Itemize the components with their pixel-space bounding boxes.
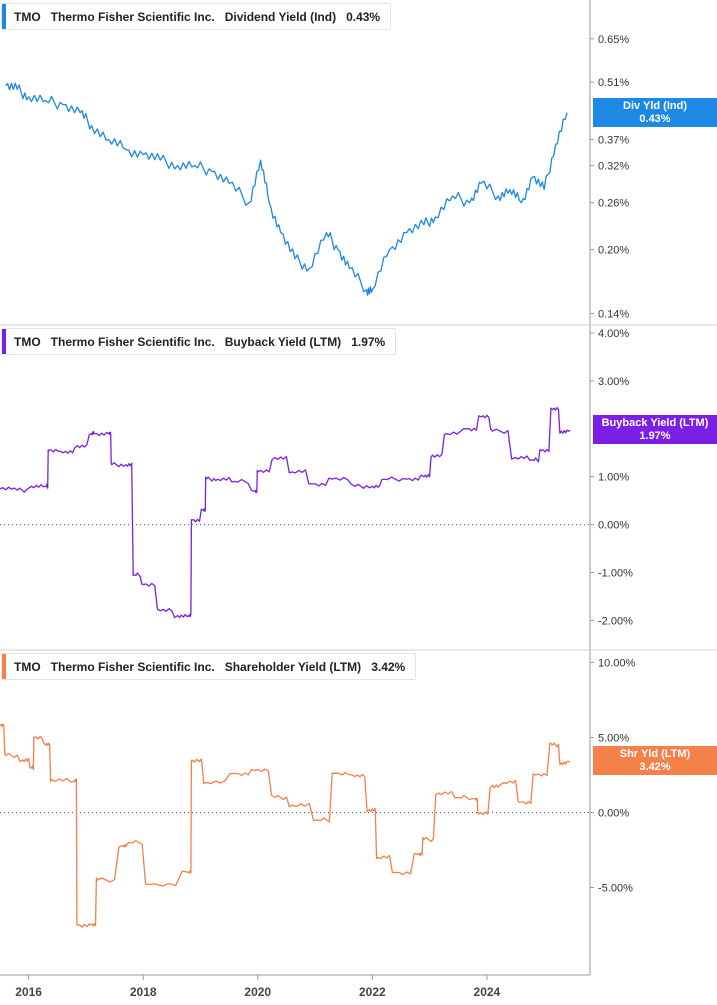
tag-value: 1.97% — [639, 430, 671, 443]
y-tick-label: 5.00% — [598, 733, 629, 745]
y-tick-label: -5.00% — [598, 883, 633, 895]
y-tick-label: 0.00% — [598, 808, 629, 820]
last-value-tag: Div Yld (Ind) 0.43% — [593, 97, 717, 127]
legend-value: 1.97% — [351, 334, 386, 349]
series-line — [0, 406, 571, 619]
y-tick-label: 0.20% — [598, 245, 629, 257]
x-tick-label: 2016 — [15, 985, 42, 999]
y-tick-label: 0.00% — [598, 520, 629, 532]
panel-1: 0.65% 0.51% 0.37% 0.32% 0.26% 0.20% 0.14% — [0, 34, 717, 326]
panel-3: 10.00% 5.00% 0.00% -5.00% — [0, 658, 636, 928]
legend-company: Thermo Fisher Scientific Inc. — [50, 9, 215, 24]
y-tick-label: 0.65% — [598, 34, 629, 46]
tag-value: 0.43% — [639, 112, 671, 125]
tag-value: 3.42% — [639, 761, 671, 774]
x-axis: 2016 2018 2020 2022 2024 — [0, 974, 590, 999]
y-tick-label: 0.51% — [598, 77, 629, 89]
legend-company: Thermo Fisher Scientific Inc. — [50, 334, 215, 349]
y-tick-label: 10.00% — [598, 658, 636, 670]
legend-metric: Dividend Yield (Ind) — [224, 9, 337, 24]
tag-label: Div Yld (Ind) — [623, 99, 687, 112]
legend-swatch — [2, 654, 6, 679]
y-tick-label: 0.26% — [598, 198, 629, 210]
series-line — [0, 723, 571, 928]
y-tick-label: 0.32% — [598, 161, 629, 173]
x-tick-label: 2018 — [130, 985, 157, 999]
x-tick-label: 2022 — [359, 985, 386, 999]
legend-ticker: TMO — [14, 659, 41, 674]
y-tick-label: 0.37% — [598, 135, 629, 147]
legend-metric: Shareholder Yield (LTM) — [224, 659, 362, 674]
series-line — [5, 82, 568, 296]
y-tick-label: -1.00% — [598, 568, 633, 580]
legend-value: 0.43% — [346, 9, 381, 24]
tag-label: Shr Yld (LTM) — [619, 748, 691, 761]
x-tick-label: 2024 — [474, 985, 501, 999]
legend-swatch — [2, 4, 6, 29]
y-tick-label: -2.00% — [598, 615, 633, 627]
legend-value: 3.42% — [371, 659, 406, 674]
legend-box: TMO Thermo Fisher Scientific Inc. Sharehol… — [1, 653, 417, 680]
last-value-tag: Shr Yld (LTM) 3.42% — [593, 746, 717, 776]
y-tick-label: 3.00% — [598, 376, 629, 388]
y-tick-label: 1.00% — [598, 472, 629, 484]
legend-metric: Buyback Yield (LTM) — [224, 334, 342, 349]
legend-company: Thermo Fisher Scientific Inc. — [50, 659, 215, 674]
tag-label: Buyback Yield (LTM) — [601, 417, 709, 430]
y-tick-label: 4.00% — [598, 328, 629, 340]
legend-box: TMO Thermo Fisher Scientific Inc. Dividend… — [1, 3, 392, 30]
legend-ticker: TMO — [14, 334, 41, 349]
y-tick-label: 0.14% — [598, 308, 629, 320]
legend-swatch — [2, 329, 6, 354]
legend-box: TMO Thermo Fisher Scientific Inc. Buyback … — [1, 328, 397, 355]
panel-2: 4.00% 3.00% 1.00% 0.00% -1.00% -2.00% — [0, 328, 717, 651]
last-value-tag: Buyback Yield (LTM) 1.97% — [593, 415, 717, 445]
x-tick-label: 2020 — [244, 985, 271, 999]
legend-ticker: TMO — [14, 9, 41, 24]
